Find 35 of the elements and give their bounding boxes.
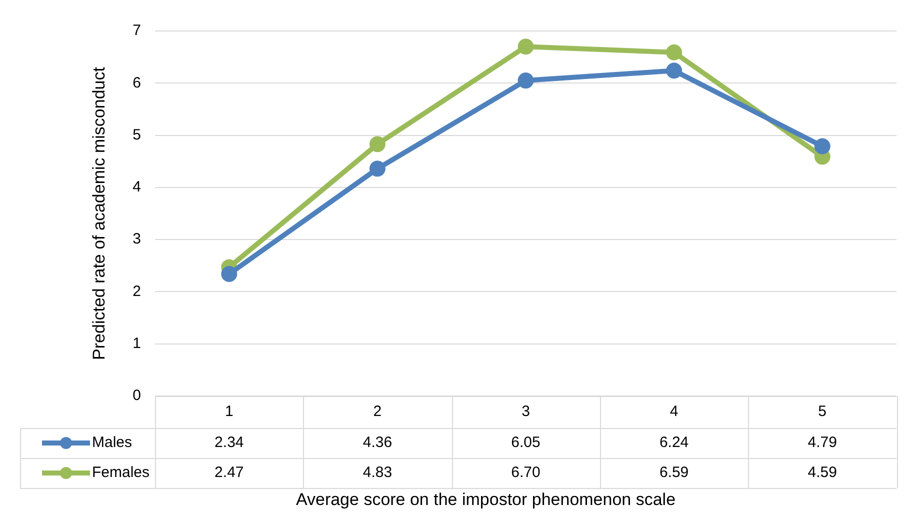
data-label: 4.79 [808, 434, 837, 452]
y-tick-label: 1 [132, 335, 141, 352]
point [666, 62, 682, 79]
legend-label: Males [92, 434, 132, 452]
data-label: 4.83 [362, 464, 392, 482]
y-tick-label: 2 [132, 282, 141, 300]
data-label: 6.24 [659, 434, 689, 452]
y-tick-label: 6 [132, 74, 141, 92]
data-label: 6.59 [659, 464, 689, 482]
y-tick-label: 7 [132, 22, 141, 40]
x-tick-label: 3 [522, 403, 530, 420]
legend-label: Females [92, 464, 150, 482]
x-axis-title: Average score on the impostor phenomenon scale [296, 490, 676, 509]
data-label: 6.05 [511, 434, 540, 452]
y-tick-label: 0 [132, 387, 141, 404]
point [518, 38, 534, 55]
point [814, 138, 830, 154]
point [221, 266, 238, 282]
x-tick-label: 4 [670, 403, 678, 420]
point [369, 136, 386, 152]
x-tick-label: 5 [818, 403, 827, 420]
x-tick-label: 1 [224, 403, 234, 420]
y-tick-label: 5 [132, 126, 141, 144]
data-label: 2.34 [214, 434, 244, 452]
x-tick-label: 2 [373, 403, 382, 420]
y-tick-label: 3 [132, 230, 141, 248]
point [518, 72, 534, 89]
point [666, 44, 682, 60]
y-tick-label: 4 [132, 178, 141, 196]
data-label: 4.36 [362, 434, 392, 452]
point [369, 160, 386, 177]
data-label: 6.70 [511, 464, 540, 482]
data-label: 4.59 [808, 464, 837, 482]
data-label: 2.47 [214, 464, 244, 482]
y-axis-title: Predicted rate of academic misconduct [90, 66, 109, 360]
